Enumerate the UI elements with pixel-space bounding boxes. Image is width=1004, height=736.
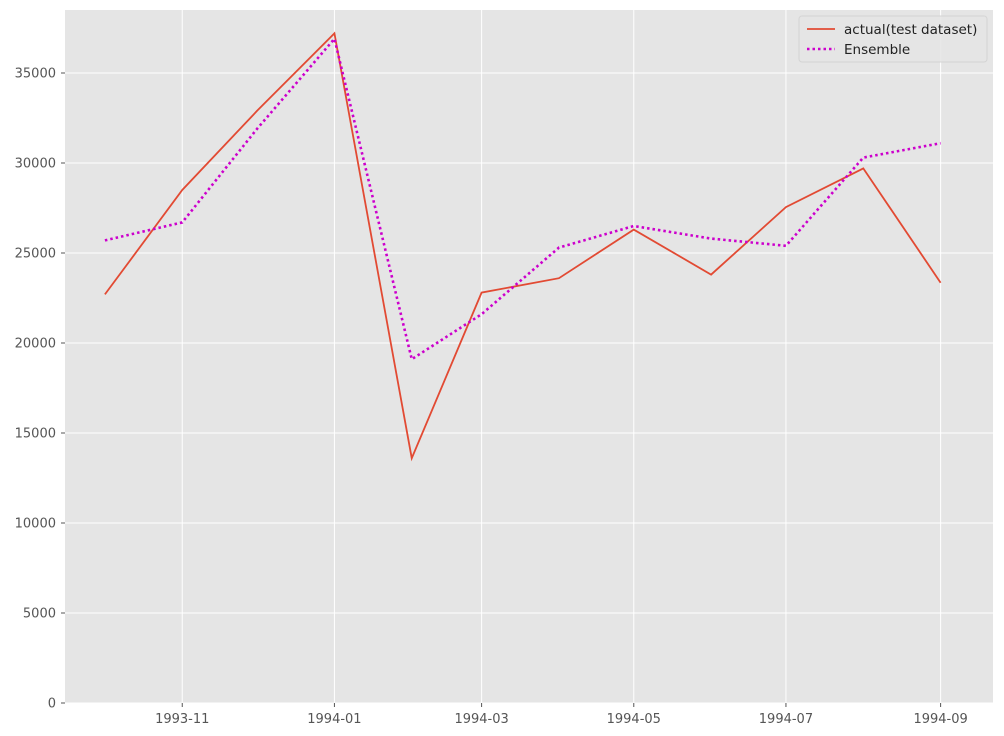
series-line-2 xyxy=(104,36,941,362)
legend: actual(test dataset) Ensemble xyxy=(798,15,988,63)
legend-label: actual(test dataset) xyxy=(844,22,977,38)
y-tick-label: 0 xyxy=(48,697,56,712)
y-tick-label: 5000 xyxy=(23,607,56,622)
series-lines xyxy=(104,31,942,462)
x-tick-label: 1993-11 xyxy=(155,712,209,727)
grid-lines xyxy=(65,10,993,704)
series-line-1 xyxy=(104,31,942,462)
legend-box xyxy=(798,15,988,63)
x-tick-label: 1994-07 xyxy=(759,712,813,727)
plot-background xyxy=(65,10,993,703)
y-tick-label: 35000 xyxy=(15,67,56,82)
x-tick-label: 1994-03 xyxy=(454,712,508,727)
x-tick-label: 1994-09 xyxy=(913,712,967,727)
y-tick-label: 25000 xyxy=(15,247,56,262)
x-tick-label: 1994-05 xyxy=(607,712,661,727)
y-tick-label: 30000 xyxy=(15,157,56,172)
x-tick-label: 1994-01 xyxy=(307,712,361,727)
y-tick-label: 10000 xyxy=(15,517,56,532)
y-tick-label: 15000 xyxy=(15,427,56,442)
x-axis-ticks: 1993-11 1994-01 1994-03 1994-05 1994-07 1994-… xyxy=(155,703,968,727)
legend-label: Ensemble xyxy=(844,42,910,58)
y-tick-label: 20000 xyxy=(15,337,56,352)
y-axis-ticks: 0 5000 10000 15000 20000 25000 30000 35000 xyxy=(15,67,65,712)
